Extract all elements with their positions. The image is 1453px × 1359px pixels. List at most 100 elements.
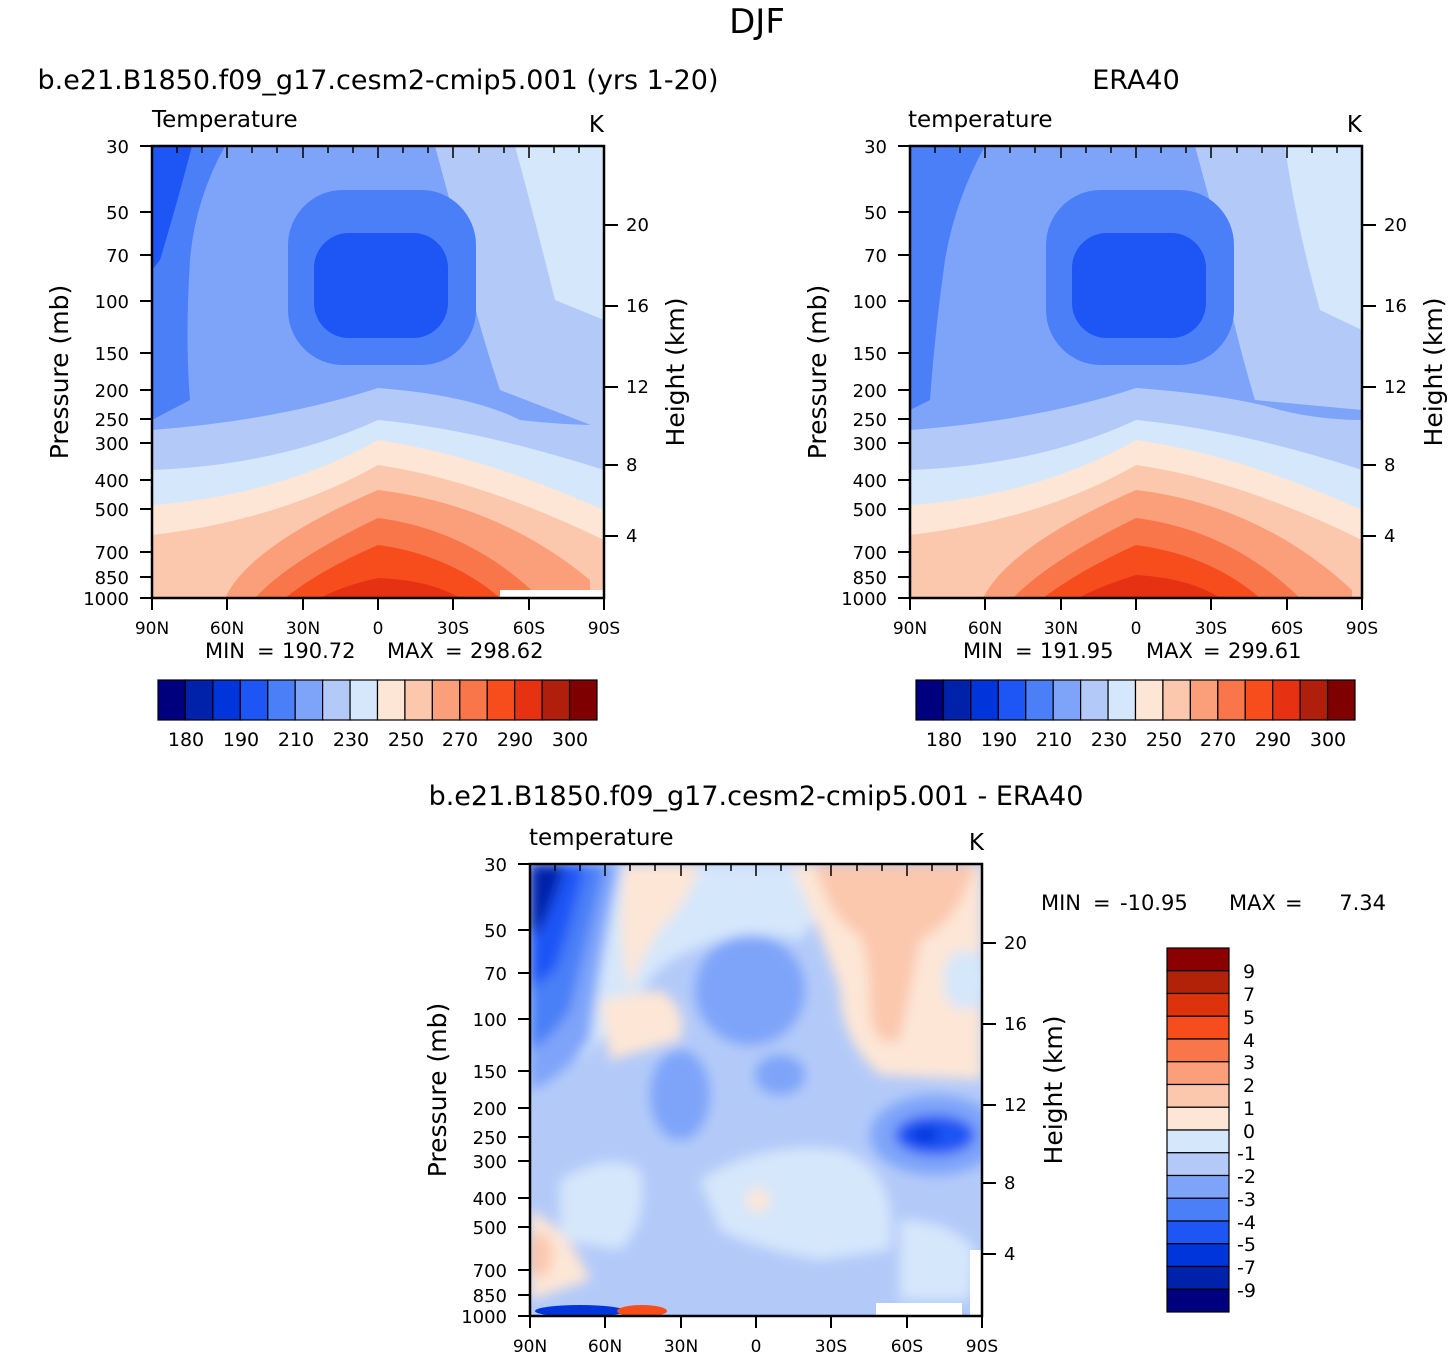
z-label-16: 16 [1384, 296, 1407, 317]
cbar-label-270: 270 [442, 729, 478, 751]
light-core-right [943, 950, 982, 1010]
latitude-ticks: 90N 60N 30N 0 30S 60S 90S [513, 1316, 998, 1357]
x-label-30n: 30N [1044, 619, 1078, 639]
band-285 [285, 545, 500, 598]
cbar-label-neg7: -7 [1237, 1257, 1256, 1279]
latitude-ticks: 90N 60N 30N 0 30S 60S 90S [893, 598, 1378, 639]
max-value: 7.34 [1339, 891, 1386, 915]
cbar-label-4: 4 [1243, 1030, 1255, 1052]
panel-header: ERA40 [1092, 65, 1180, 96]
height-ticks: 4 8 12 16 20 [604, 215, 649, 547]
colorbar-swatch [1166, 1038, 1230, 1063]
pressure-ticks: 30 50 70 100 150 200 250 300 400 500 700… [461, 855, 530, 1328]
colorbar-swatch [1134, 679, 1164, 721]
min-equals: = [257, 639, 275, 663]
p-label-700: 700 [473, 1261, 507, 1282]
colorbar-swatch [322, 679, 351, 721]
p-label-850: 850 [473, 1286, 507, 1307]
y2-axis-label: Height (km) [661, 298, 690, 447]
max-equals: = [1285, 891, 1303, 915]
blue-patch-mid [755, 1055, 805, 1095]
p-label-250: 250 [853, 410, 887, 431]
colorbar-swatch [1166, 1106, 1230, 1131]
max-label: MAX [387, 639, 434, 663]
band-285 [1043, 545, 1260, 598]
min-label: MIN [1041, 891, 1081, 915]
x-label-60s: 60S [1271, 619, 1303, 639]
contour-field [530, 864, 982, 1316]
min-value: -10.95 [1120, 891, 1188, 915]
contour-field [152, 146, 604, 598]
colorbar-swatch [1166, 1174, 1230, 1199]
height-ticks: 4 8 12 16 20 [982, 933, 1027, 1265]
p-label-300: 300 [473, 1152, 507, 1173]
x-label-90s: 90S [588, 619, 620, 639]
colorbar-swatch [157, 679, 187, 721]
p-label-300: 300 [95, 434, 129, 455]
p-label-700: 700 [853, 543, 887, 564]
light-lower-right [900, 1220, 975, 1300]
cbar-label-2: 2 [1243, 1075, 1255, 1097]
missing-edge [970, 1250, 982, 1316]
units-label: K [969, 830, 985, 856]
min-equals: = [1015, 639, 1033, 663]
p-label-400: 400 [473, 1189, 507, 1210]
p-label-70: 70 [484, 964, 507, 985]
cbar-label-neg9: -9 [1237, 1280, 1256, 1302]
p-label-70: 70 [106, 246, 129, 267]
p-label-250: 250 [95, 410, 129, 431]
colorbar-swatch [1166, 992, 1230, 1017]
p-label-1000: 1000 [83, 589, 129, 610]
cbar-label-180: 180 [926, 729, 962, 751]
cbar-label-230: 230 [1091, 729, 1127, 751]
x-label-60n: 60N [210, 619, 244, 639]
p-label-150: 150 [853, 344, 887, 365]
p-label-30: 30 [864, 137, 887, 158]
colorbar-swatch [1052, 679, 1082, 721]
colorbar-swatch [1080, 679, 1109, 721]
variable-label: temperature [908, 107, 1053, 133]
cbar-label-270: 270 [1200, 729, 1236, 751]
cbar-label-190: 190 [981, 729, 1017, 751]
cbar-label-0: 0 [1243, 1121, 1255, 1143]
colorbar-swatch [568, 679, 598, 721]
y-axis-label: Pressure (mb) [803, 285, 832, 459]
panel-difference: b.e21.B1850.f09_g17.cesm2-cmip5.001 - ER… [423, 781, 1386, 1357]
cbar-label-290: 290 [497, 729, 533, 751]
min-value: 191.95 [1040, 639, 1113, 663]
p-label-200: 200 [95, 381, 129, 402]
minor-ticks [934, 146, 1338, 158]
cbar-label-250: 250 [388, 729, 424, 751]
colorbar-swatch [1025, 679, 1054, 721]
y2-axis-label: Height (km) [1039, 1016, 1068, 1165]
colorbar-swatch [970, 679, 999, 721]
colorbar-swatch [1244, 679, 1274, 721]
z-label-4: 4 [1384, 526, 1395, 547]
warm-lower-left [530, 1210, 590, 1300]
p-label-50: 50 [484, 921, 507, 942]
x-label-30n: 30N [664, 1337, 698, 1357]
cbar-label-1: 1 [1243, 1098, 1255, 1120]
y-axis-label: Pressure (mb) [45, 285, 74, 459]
p-label-850: 850 [853, 568, 887, 589]
max-label: MAX [1229, 891, 1276, 915]
colorbar-swatch [942, 679, 972, 721]
colorbar-difference: 9 7 5 4 3 2 1 0 -1 -2 -3 -4 -5 -7 -9 [1166, 947, 1256, 1313]
cbar-label-190: 190 [223, 729, 259, 751]
colorbar-swatch [184, 679, 214, 721]
x-label-60s: 60S [891, 1337, 923, 1357]
colorbar-labels: 9 7 5 4 3 2 1 0 -1 -2 -3 -4 -5 -7 -9 [1237, 961, 1256, 1302]
blue-patch-upper [695, 935, 805, 1045]
p-label-400: 400 [95, 471, 129, 492]
p-label-100: 100 [473, 1010, 507, 1031]
x-label-60s: 60S [513, 619, 545, 639]
z-label-16: 16 [626, 296, 649, 317]
p-label-200: 200 [853, 381, 887, 402]
surface-blue-strip [535, 1305, 625, 1316]
band-290 [1078, 575, 1220, 598]
minor-ticks [176, 146, 580, 158]
p-label-300: 300 [853, 434, 887, 455]
z-label-12: 12 [1384, 377, 1407, 398]
variable-label: Temperature [151, 107, 298, 133]
p-label-500: 500 [473, 1218, 507, 1239]
